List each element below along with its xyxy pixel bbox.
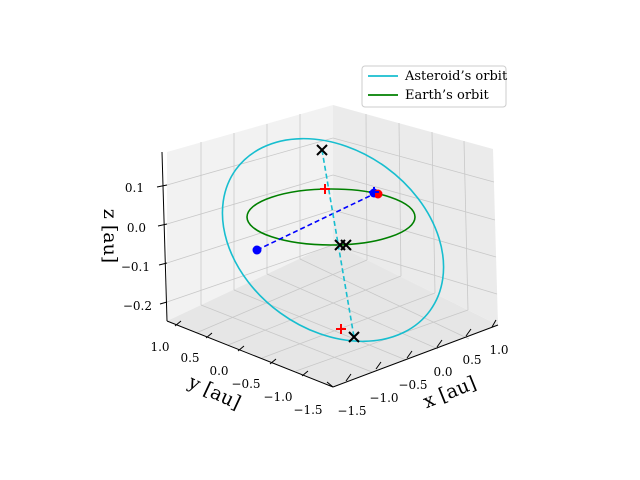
earth-orbit-line (246, 188, 416, 246)
x-tick-label: 0.5 (462, 353, 481, 367)
black-x-marker (340, 239, 352, 251)
floor-pane (167, 243, 498, 387)
black-x-marker (316, 144, 328, 156)
y-tick-label: −1.5 (293, 403, 322, 417)
z-tick-label: −0.2 (123, 299, 152, 313)
line-of-nodes-dashed (256, 192, 377, 251)
asteroid-orbit-line (221, 137, 445, 343)
x-tick-label: −1.0 (369, 391, 398, 405)
legend-label-asteroid: Asteroid’s orbit (404, 69, 508, 84)
orbit-layer (221, 137, 445, 343)
blue-plus-marker (369, 187, 379, 197)
z-axis-line (161, 151, 168, 322)
red-plus-marker (320, 184, 330, 194)
tick-marks (156, 184, 497, 388)
y-tick-label: −0.5 (231, 377, 260, 391)
y-tick-label: 0.5 (180, 351, 199, 365)
black-x-marker (348, 331, 360, 343)
blue-node-marker (252, 245, 262, 255)
y-tick-label: 1.0 (150, 340, 169, 354)
y-tick-label: 0.0 (209, 364, 228, 378)
z-tick-label: 0.1 (125, 181, 144, 195)
y-axis-line (166, 320, 334, 388)
legend: Asteroid’s orbit Earth’s orbit (361, 65, 508, 108)
x-tick-label: 0.0 (433, 365, 452, 379)
x-axis-line (332, 324, 499, 388)
grid (166, 113, 498, 373)
z-axis-label: z [au] (99, 209, 121, 263)
z-tick-label: −0.1 (121, 260, 150, 274)
y-tick-labels: 1.0 0.5 0.0 −0.5 −1.0 −1.5 (150, 340, 322, 417)
markers-layer (252, 144, 383, 343)
z-tick-label: 0.0 (127, 221, 146, 235)
left-pane (167, 105, 333, 321)
y-tick-label: −1.0 (263, 390, 292, 404)
back-panes (167, 105, 498, 387)
x-tick-labels: −1.5 −1.0 −0.5 0.0 0.5 1.0 (337, 343, 508, 418)
axis-lines (161, 151, 499, 388)
x-tick-label: −1.5 (337, 404, 366, 418)
x-tick-label: 1.0 (489, 343, 508, 357)
legend-label-earth: Earth’s orbit (405, 88, 490, 103)
z-tick-labels: 0.1 0.0 −0.1 −0.2 (121, 181, 152, 313)
x-tick-label: −0.5 (398, 378, 427, 392)
red-plus-marker (336, 324, 346, 334)
